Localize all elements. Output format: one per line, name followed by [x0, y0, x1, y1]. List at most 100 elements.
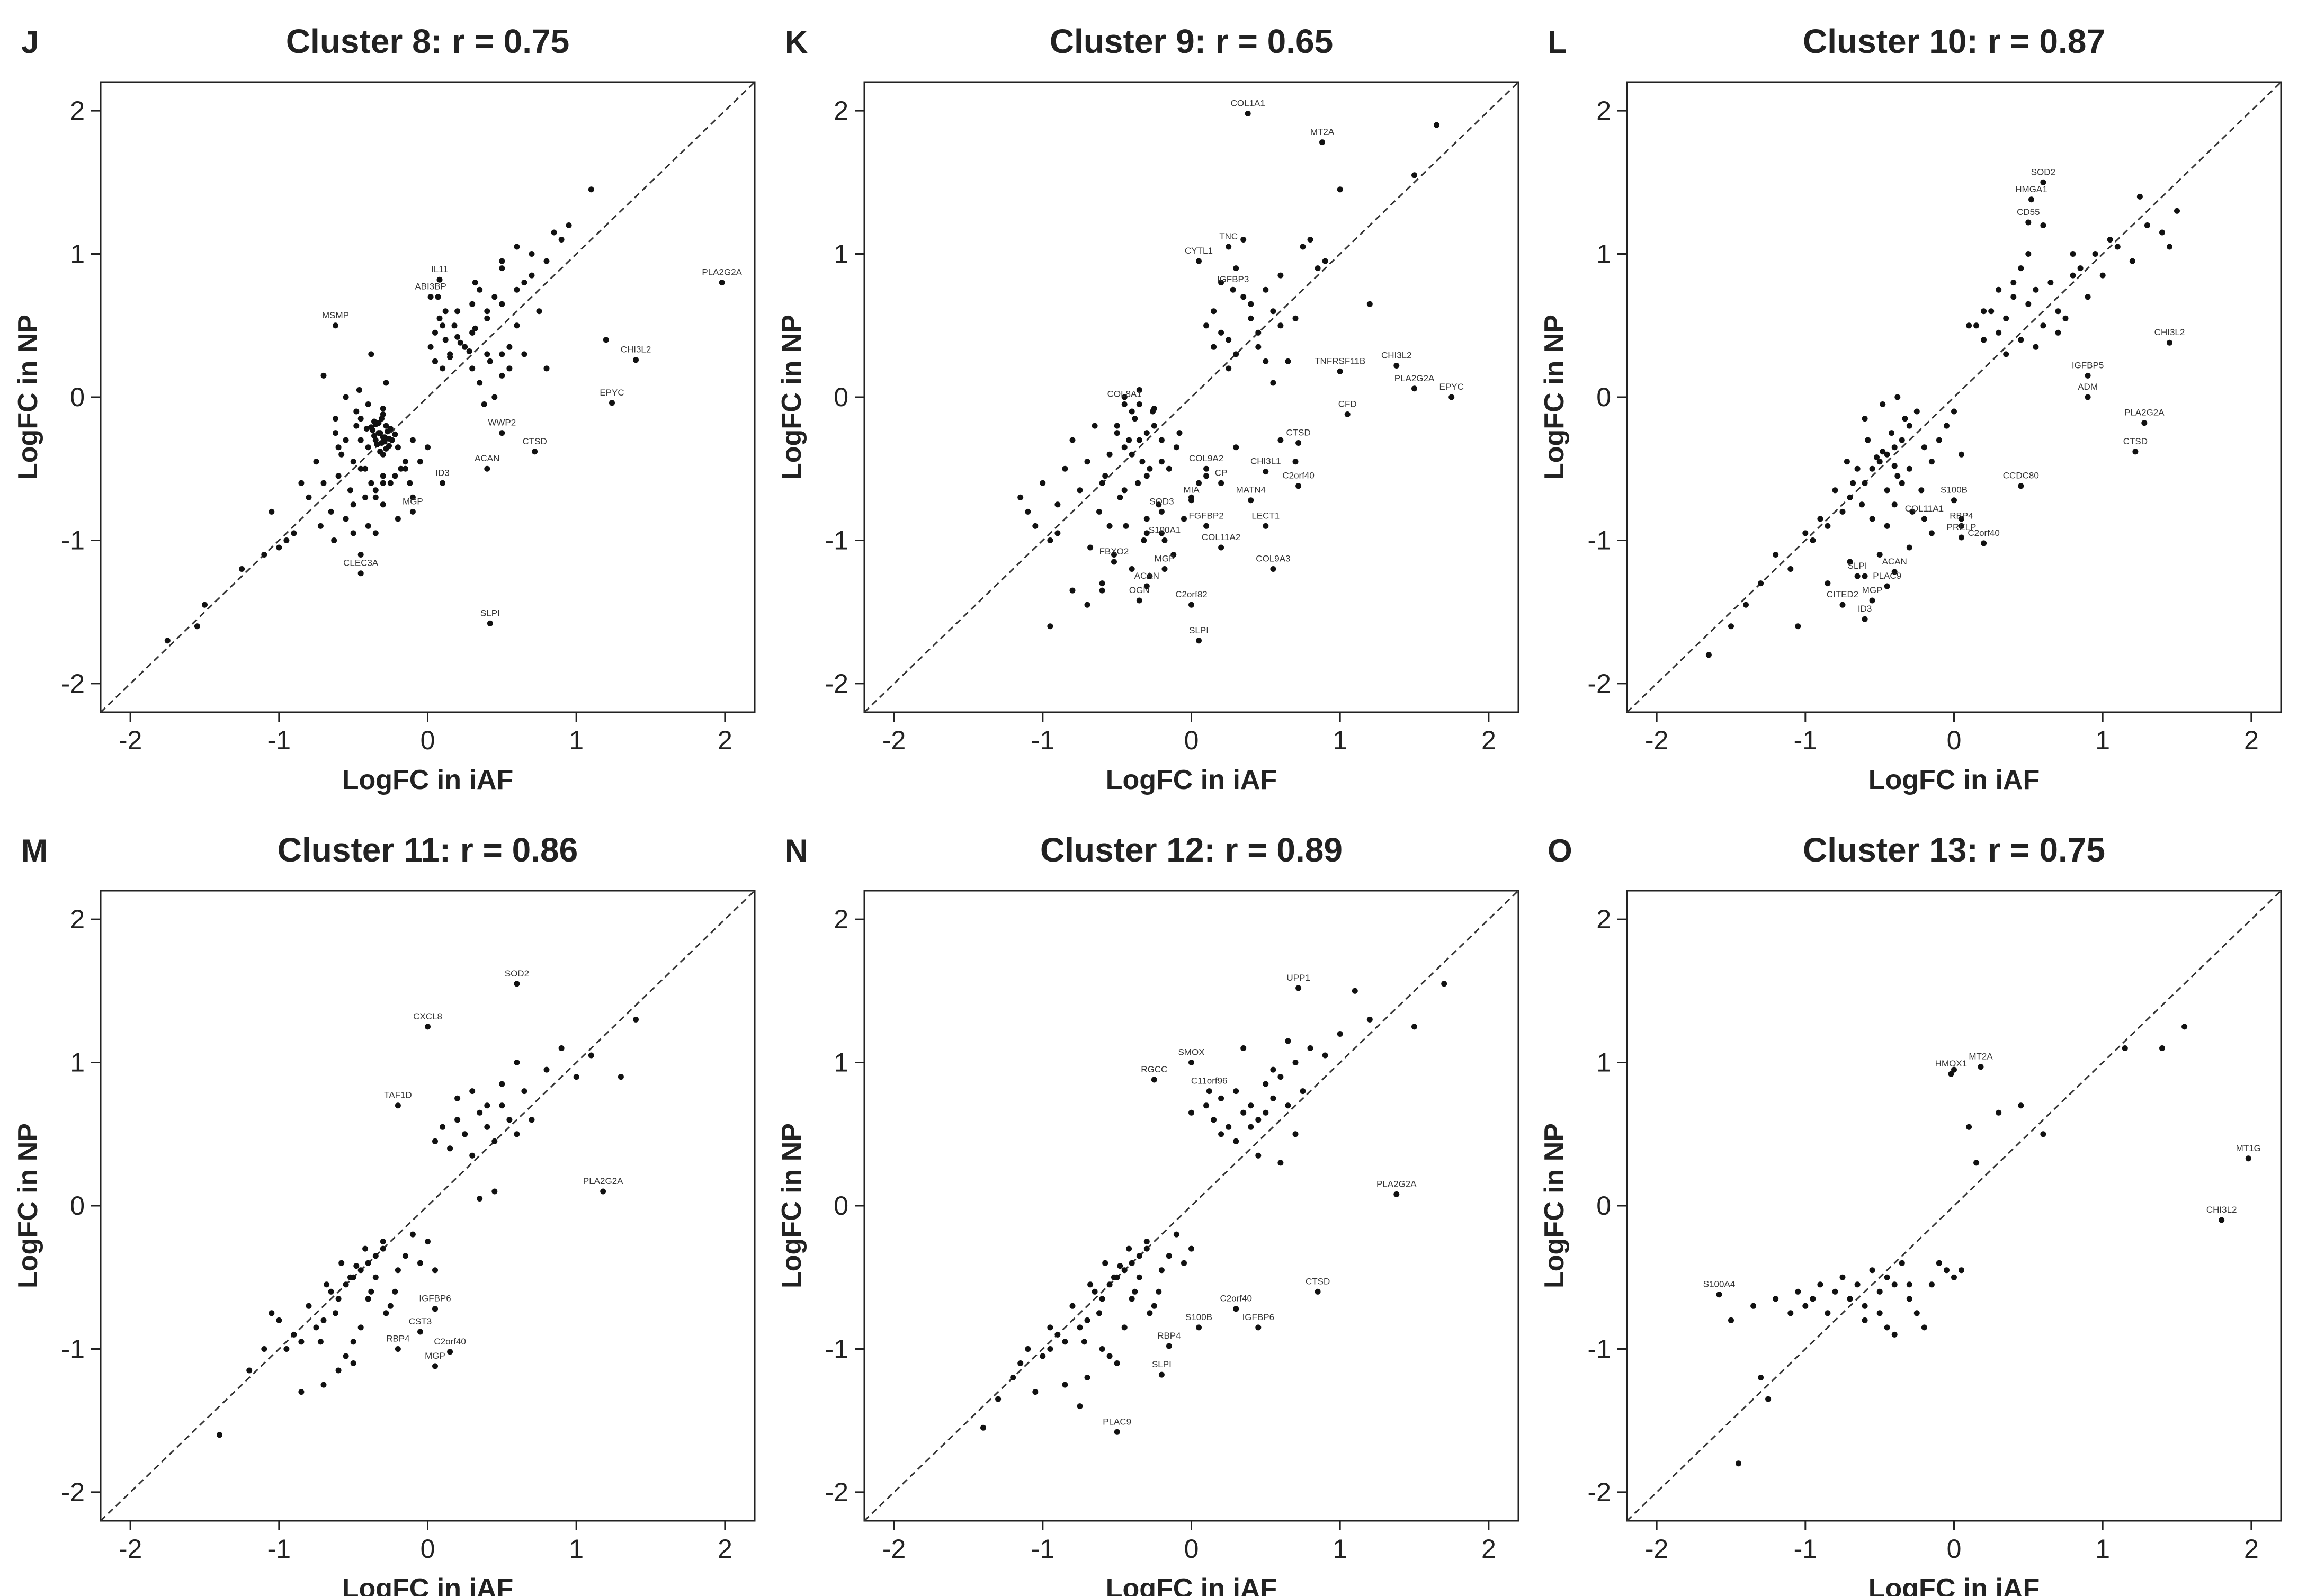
- data-point: [1862, 1317, 1868, 1323]
- labeled-data-point: [1114, 1429, 1120, 1435]
- point-annotation: RBP4: [1157, 1331, 1181, 1341]
- x-tick-label: -2: [119, 725, 142, 755]
- data-point: [1802, 1303, 1809, 1309]
- data-point: [363, 426, 370, 432]
- data-point: [317, 1339, 324, 1345]
- data-point: [2107, 237, 2113, 243]
- data-point: [1121, 444, 1128, 451]
- labeled-data-point: [1839, 602, 1846, 608]
- data-point: [1270, 1066, 1276, 1073]
- data-point: [371, 418, 377, 425]
- data-point: [1218, 280, 1224, 286]
- data-point: [1981, 337, 1987, 343]
- data-point: [380, 406, 386, 412]
- data-point: [1099, 480, 1105, 486]
- data-point: [1069, 587, 1076, 594]
- point-annotation: COL9A2: [1189, 453, 1223, 463]
- data-point: [380, 480, 386, 486]
- data-point: [1240, 294, 1247, 300]
- y-tick-label: 0: [70, 1191, 85, 1221]
- data-point: [2003, 351, 2009, 357]
- data-point: [1077, 1324, 1083, 1331]
- x-tick-label: 2: [2244, 725, 2259, 755]
- point-annotation: TNFRSF11B: [1315, 356, 1365, 366]
- point-annotation: LECT1: [1251, 510, 1280, 521]
- data-point: [1906, 423, 1912, 429]
- data-point: [1196, 480, 1202, 486]
- panel-title: Cluster 11: r = 0.86: [278, 831, 578, 869]
- data-point: [1248, 1124, 1254, 1130]
- data-point: [425, 444, 431, 451]
- labeled-data-point: [1295, 483, 1302, 489]
- data-point: [2018, 265, 2024, 272]
- data-point: [1869, 1267, 1875, 1274]
- data-point: [1129, 566, 1135, 572]
- data-point: [320, 1317, 327, 1323]
- data-point: [1136, 387, 1142, 393]
- point-annotation: PLA2G2A: [1394, 373, 1435, 383]
- point-annotation: TNC: [1219, 231, 1238, 241]
- panel-letter: K: [785, 24, 808, 60]
- data-point: [1141, 537, 1147, 543]
- data-point: [343, 1281, 349, 1288]
- point-annotation: MSMP: [322, 310, 349, 320]
- data-point: [1876, 459, 1883, 465]
- data-point: [374, 441, 380, 447]
- labeled-data-point: [1158, 508, 1165, 515]
- data-point: [375, 430, 382, 436]
- point-annotation: WWP2: [488, 418, 516, 428]
- data-point: [1906, 544, 1912, 551]
- y-axis-label: LogFC in NP: [776, 315, 807, 480]
- point-annotation: SOD2: [2031, 167, 2055, 177]
- data-point: [372, 1253, 379, 1259]
- data-point: [1337, 1031, 1343, 1037]
- y-tick-label: 1: [834, 239, 848, 269]
- labeled-data-point: [1151, 1077, 1157, 1083]
- data-point: [409, 437, 416, 443]
- labeled-data-point: [1136, 597, 1142, 604]
- data-point: [1874, 454, 1880, 461]
- data-point: [477, 1109, 483, 1116]
- labeled-data-point: [1921, 516, 1927, 522]
- data-point: [491, 1138, 498, 1144]
- data-point: [1728, 1317, 1734, 1323]
- y-axis-label: LogFC in NP: [13, 315, 43, 480]
- data-point: [1084, 1375, 1090, 1380]
- data-point: [320, 1382, 327, 1388]
- data-point: [365, 444, 371, 451]
- data-point: [2174, 208, 2180, 214]
- data-point: [1300, 1088, 1306, 1095]
- data-point: [1111, 1274, 1117, 1280]
- scatter-points: [1705, 193, 2180, 658]
- y-tick-label: -1: [825, 1334, 848, 1364]
- data-point: [335, 1367, 342, 1374]
- data-point: [1277, 272, 1284, 279]
- data-point: [2085, 294, 2091, 300]
- data-point: [1307, 1045, 1313, 1051]
- data-point: [1233, 444, 1239, 451]
- data-point: [1255, 1117, 1262, 1123]
- x-tick-label: 0: [1947, 725, 1962, 755]
- y-axis-label: LogFC in NP: [13, 1123, 43, 1288]
- data-point: [1817, 1281, 1823, 1288]
- data-point: [380, 451, 386, 458]
- y-tick-label: -1: [61, 1334, 85, 1364]
- data-point: [2010, 280, 2017, 286]
- labeled-data-point: [1218, 544, 1224, 551]
- point-annotation: RGCC: [1141, 1064, 1167, 1074]
- data-point: [417, 1260, 423, 1266]
- data-point: [514, 322, 520, 329]
- labeled-data-point: [409, 508, 416, 515]
- point-annotation: FGFBP2: [1189, 510, 1224, 521]
- data-point: [1996, 1109, 2002, 1116]
- point-annotation: EPYC: [600, 388, 624, 398]
- point-annotation: ACAN: [1134, 571, 1159, 581]
- data-point: [357, 1267, 364, 1274]
- panel-k: Cluster 9: r = 0.65 K -2 -1 0 1 2 -2 -1 0 1 2 LogFC …: [776, 22, 1519, 795]
- data-point: [514, 244, 520, 250]
- point-annotation: S100A4: [1703, 1279, 1736, 1289]
- data-point: [1010, 1375, 1016, 1380]
- x-axis-label: LogFC in iAF: [1106, 1573, 1277, 1596]
- data-point: [1096, 1310, 1102, 1316]
- data-point: [335, 473, 342, 479]
